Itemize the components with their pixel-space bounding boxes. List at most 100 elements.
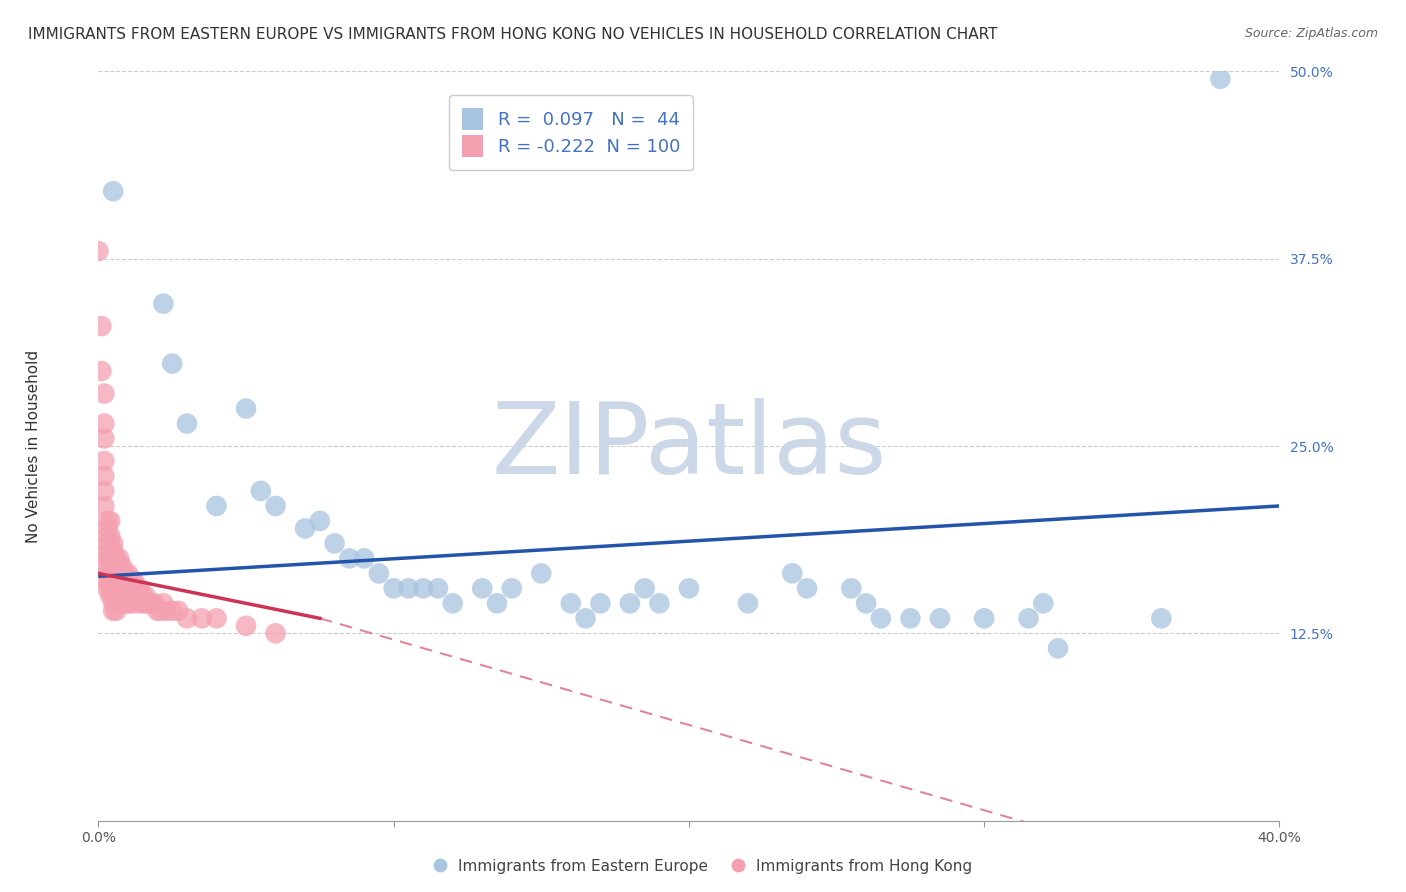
Point [162, 604, 183, 618]
Point [120, 596, 142, 610]
Point [96, 521, 118, 535]
Point [737, 596, 759, 610]
Point [90, 319, 112, 334]
Point [114, 596, 136, 610]
Point [122, 574, 145, 588]
Point [114, 574, 136, 588]
Point [93, 386, 115, 401]
Point [98, 582, 121, 596]
Point [93, 483, 115, 498]
Point [155, 604, 177, 618]
Point [135, 596, 157, 610]
Point [634, 582, 657, 596]
Point [103, 536, 125, 550]
Point [98, 529, 121, 543]
Point [114, 589, 136, 603]
Text: ZIPatlas: ZIPatlas [491, 398, 887, 494]
Point [132, 589, 155, 603]
Point [108, 574, 131, 588]
Point [96, 551, 118, 566]
Point [176, 611, 198, 625]
Point [105, 596, 128, 610]
Point [96, 544, 118, 558]
Point [111, 596, 134, 610]
Point [93, 469, 115, 483]
Point [176, 417, 198, 431]
Point [105, 574, 128, 588]
Point [128, 589, 150, 603]
Point [96, 514, 118, 528]
Point [929, 611, 952, 625]
Point [264, 626, 287, 640]
Point [103, 184, 125, 198]
Point [132, 596, 155, 610]
Point [589, 596, 612, 610]
Point [98, 551, 121, 566]
Point [108, 582, 131, 596]
Point [90, 364, 112, 378]
Point [441, 596, 464, 610]
Point [141, 596, 163, 610]
Point [125, 589, 148, 603]
Point [125, 582, 148, 596]
Point [648, 596, 671, 610]
Point [103, 544, 125, 558]
Point [120, 589, 142, 603]
Point [167, 604, 190, 618]
Point [96, 574, 118, 588]
Point [1046, 641, 1070, 656]
Point [111, 574, 134, 588]
Point [122, 582, 145, 596]
Point [120, 582, 142, 596]
Point [146, 604, 169, 618]
Point [108, 589, 131, 603]
Point [117, 582, 139, 596]
Point [486, 596, 509, 610]
Legend: Immigrants from Eastern Europe, Immigrants from Hong Kong: Immigrants from Eastern Europe, Immigran… [427, 853, 979, 880]
Point [143, 596, 166, 610]
Text: No Vehicles in Household: No Vehicles in Household [25, 350, 41, 542]
Text: Source: ZipAtlas.com: Source: ZipAtlas.com [1244, 27, 1378, 40]
Point [368, 566, 391, 581]
Point [235, 619, 257, 633]
Point [1032, 596, 1054, 610]
Point [96, 529, 118, 543]
Point [105, 582, 128, 596]
Point [841, 582, 863, 596]
Point [575, 611, 598, 625]
Point [782, 566, 804, 581]
Point [108, 551, 131, 566]
Point [105, 566, 128, 581]
Point [339, 551, 361, 566]
Point [128, 582, 150, 596]
Point [412, 582, 434, 596]
Point [117, 596, 139, 610]
Point [105, 558, 128, 573]
Point [117, 574, 139, 588]
Point [103, 589, 125, 603]
Point [471, 582, 494, 596]
Point [117, 589, 139, 603]
Point [353, 551, 375, 566]
Point [398, 582, 420, 596]
Point [105, 604, 128, 618]
Point [152, 296, 174, 310]
Point [108, 596, 131, 610]
Point [98, 566, 121, 581]
Point [619, 596, 641, 610]
Point [87, 244, 110, 259]
Point [120, 574, 142, 588]
Point [93, 417, 115, 431]
Point [900, 611, 922, 625]
Point [108, 558, 131, 573]
Point [1209, 71, 1232, 86]
Point [96, 558, 118, 573]
Point [427, 582, 450, 596]
Point [93, 454, 115, 468]
Text: IMMIGRANTS FROM EASTERN EUROPE VS IMMIGRANTS FROM HONG KONG NO VEHICLES IN HOUSE: IMMIGRANTS FROM EASTERN EUROPE VS IMMIGR… [28, 27, 998, 42]
Point [96, 536, 118, 550]
Point [560, 596, 582, 610]
Point [103, 566, 125, 581]
Point [870, 611, 893, 625]
Point [93, 499, 115, 513]
